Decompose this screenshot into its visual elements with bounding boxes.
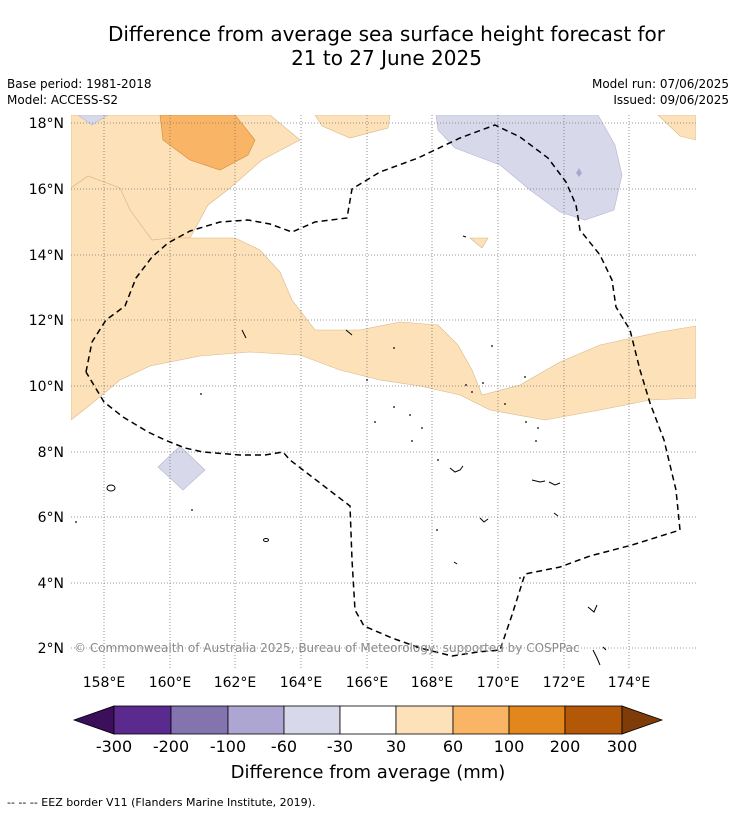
title-line-2: 21 to 27 June 2025 — [291, 46, 482, 70]
islet-dots — [75, 345, 539, 579]
islands — [106, 235, 607, 666]
copyright-text: © Commonwealth of Australia 2025, Bureau… — [74, 641, 580, 655]
lat-label: 8°N — [38, 445, 64, 461]
colorbar-tick: -30 — [327, 737, 353, 756]
lat-label: 10°N — [29, 379, 64, 395]
lon-label: 174°E — [608, 675, 651, 691]
contour-30-60-north-1 — [314, 115, 391, 139]
longitude-labels: 158°E 160°E 162°E 164°E 166°E 168°E 170°… — [83, 675, 651, 691]
colorbar-tick: 30 — [386, 737, 406, 756]
colorbar-swatch — [227, 705, 285, 735]
colorbar — [72, 705, 664, 735]
lon-label: 158°E — [83, 675, 126, 691]
lon-label: 164°E — [280, 675, 323, 691]
colorbar-tick: 100 — [494, 737, 525, 756]
colorbar-ticks: -300 -200 -100 -60 -30 30 60 100 200 300 — [96, 737, 637, 756]
colorbar-swatch — [170, 705, 229, 735]
lon-label: 170°E — [477, 675, 520, 691]
colorbar-label: Difference from average (mm) — [231, 762, 506, 783]
eez-legend-note: -- -- -- EEZ border V11 (Flanders Marine… — [7, 796, 316, 809]
lon-label: 168°E — [411, 675, 454, 691]
lon-label: 162°E — [214, 675, 257, 691]
lat-label: 2°N — [38, 641, 64, 657]
colorbar-swatch — [395, 705, 454, 735]
colorbar-tick: -60 — [271, 737, 297, 756]
colorbar-swatch — [113, 705, 172, 735]
lat-label: 14°N — [29, 248, 64, 264]
eez-border — [85, 124, 681, 657]
issued-date: Issued: 09/06/2025 — [613, 93, 729, 107]
model-name: Model: ACCESS-S2 — [7, 93, 119, 107]
map-title: Difference from average sea surface heig… — [0, 22, 736, 70]
lat-label: 4°N — [38, 576, 64, 592]
contour-30-60-band — [71, 175, 696, 421]
contour-60-100 — [159, 115, 256, 171]
lat-label: 6°N — [38, 510, 64, 526]
colorbar-swatch — [452, 705, 510, 735]
colorbar-swatch — [564, 705, 623, 735]
contour-30-60-spot — [469, 237, 489, 249]
colorbar-under-arrow — [72, 705, 115, 735]
contour-neg-30-60-west — [77, 115, 109, 126]
colorbar-tick: -300 — [96, 737, 132, 756]
meta-right: Model run: 07/06/2025 Issued: 09/06/2025 — [592, 76, 729, 108]
colorbar-tick: 60 — [443, 737, 463, 756]
colorbar-tick: 300 — [607, 737, 638, 756]
colorbar-over-arrow — [621, 705, 664, 735]
colorbar-tick: -200 — [153, 737, 189, 756]
lon-label: 172°E — [543, 675, 586, 691]
title-line-1: Difference from average sea surface heig… — [107, 22, 666, 46]
colorbar-tick: 200 — [550, 737, 581, 756]
latitude-labels: 18°N 16°N 14°N 12°N 10°N 8°N 6°N 4°N 2°N — [29, 116, 64, 657]
colorbar-tick: -100 — [210, 737, 246, 756]
gridlines — [71, 115, 696, 670]
lat-label: 12°N — [29, 313, 64, 329]
contour-neg-30-60-north — [435, 115, 623, 221]
model-run: Model run: 07/06/2025 — [591, 77, 729, 91]
map-plot: © Commonwealth of Australia 2025, Bureau… — [71, 115, 696, 670]
lon-label: 160°E — [149, 675, 192, 691]
base-period: Base period: 1981-2018 — [7, 77, 152, 91]
contour-neg-60-100-spot — [576, 168, 582, 177]
lon-label: 166°E — [346, 675, 389, 691]
lat-label: 18°N — [29, 116, 64, 132]
meta-left: Base period: 1981-2018 Model: ACCESS-S2 — [7, 76, 152, 108]
colorbar-swatch — [339, 705, 397, 735]
colorbar-swatch — [508, 705, 566, 735]
contour-30-60-north-2 — [657, 115, 696, 141]
lat-label: 16°N — [29, 182, 64, 198]
colorbar-swatch — [283, 705, 341, 735]
